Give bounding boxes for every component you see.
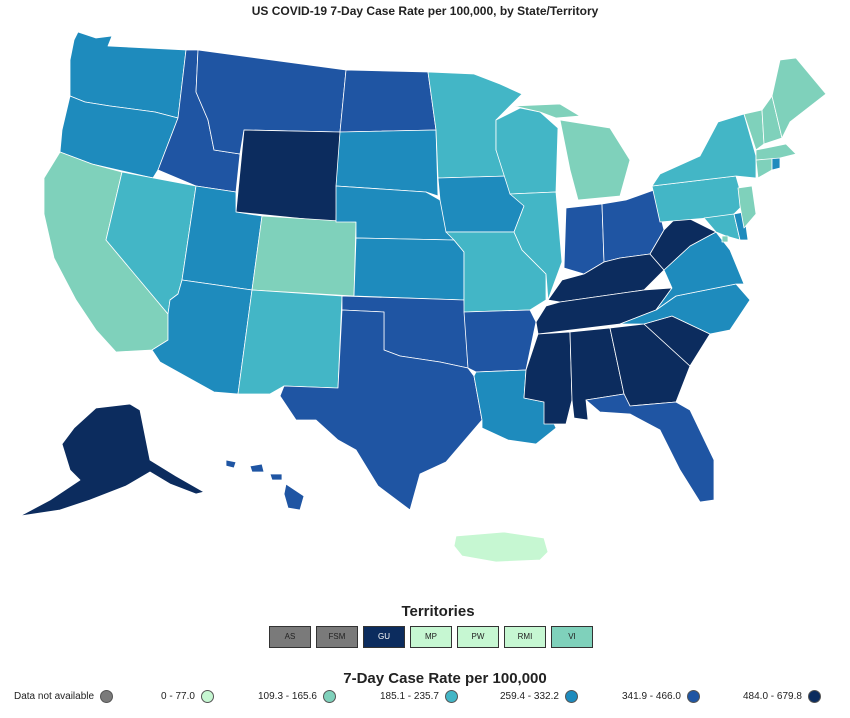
legend-label: 484.0 - 679.8 bbox=[743, 691, 802, 702]
state-AK[interactable] bbox=[19, 403, 205, 517]
state-DC[interactable] bbox=[721, 235, 729, 243]
legend-title: 7-Day Case Rate per 100,000 bbox=[343, 670, 547, 687]
state-AR[interactable] bbox=[463, 309, 537, 373]
state-MA[interactable] bbox=[755, 143, 797, 161]
state-MD[interactable] bbox=[703, 213, 741, 241]
us-map bbox=[19, 31, 827, 563]
territory-vi[interactable]: VI bbox=[551, 626, 593, 648]
state-IN[interactable] bbox=[563, 203, 605, 275]
legend-swatch bbox=[200, 690, 214, 703]
state-WI[interactable] bbox=[495, 107, 559, 195]
territory-rmi[interactable]: RMI bbox=[504, 626, 546, 648]
legend-item-1: 0 - 77.0 bbox=[161, 690, 214, 703]
state-KS[interactable] bbox=[353, 237, 465, 301]
legend-swatch bbox=[686, 690, 700, 703]
legend-swatch bbox=[564, 690, 578, 703]
legend-item-na: Data not available bbox=[14, 690, 114, 703]
state-CO[interactable] bbox=[251, 215, 357, 297]
legend-swatch bbox=[444, 690, 458, 703]
territories-title: Territories bbox=[401, 603, 475, 620]
territory-pw[interactable]: PW bbox=[457, 626, 499, 648]
territory-mp[interactable]: MP bbox=[410, 626, 452, 648]
legend-label: 185.1 - 235.7 bbox=[380, 691, 439, 702]
legend-swatch bbox=[100, 690, 114, 703]
state-CT[interactable] bbox=[755, 157, 773, 179]
state-RI[interactable] bbox=[771, 157, 781, 171]
legend-label: Data not available bbox=[14, 691, 95, 702]
state-TX[interactable] bbox=[279, 309, 483, 511]
territories-row: AS FSM GU MP PW RMI VI bbox=[269, 626, 593, 648]
legend-swatch bbox=[322, 690, 336, 703]
state-NM[interactable] bbox=[237, 289, 343, 395]
map-title: US COVID-19 7-Day Case Rate per 100,000,… bbox=[251, 4, 599, 18]
state-NY[interactable] bbox=[651, 113, 757, 187]
state-ND[interactable] bbox=[339, 69, 437, 133]
state-ME[interactable] bbox=[771, 57, 827, 139]
legend-item-6: 484.0 - 679.8 bbox=[743, 690, 821, 703]
territory-as[interactable]: AS bbox=[269, 626, 311, 648]
state-MI[interactable] bbox=[513, 103, 631, 201]
legend: Data not available 0 - 77.0 109.3 - 165.… bbox=[0, 690, 850, 708]
state-SD[interactable] bbox=[335, 129, 439, 197]
legend-label: 259.4 - 332.2 bbox=[500, 691, 559, 702]
territory-fsm[interactable]: FSM bbox=[316, 626, 358, 648]
state-WV[interactable] bbox=[649, 213, 717, 271]
state-FL[interactable] bbox=[585, 393, 715, 503]
legend-label: 341.9 - 466.0 bbox=[622, 691, 681, 702]
legend-swatch bbox=[807, 690, 821, 703]
state-IL[interactable] bbox=[509, 191, 563, 301]
state-WY[interactable] bbox=[235, 129, 341, 223]
legend-label: 0 - 77.0 bbox=[161, 691, 195, 702]
state-HI[interactable] bbox=[225, 459, 305, 511]
legend-item-4: 259.4 - 332.2 bbox=[500, 690, 578, 703]
legend-item-5: 341.9 - 466.0 bbox=[622, 690, 700, 703]
state-NJ[interactable] bbox=[737, 185, 757, 229]
state-PR[interactable] bbox=[453, 531, 549, 563]
legend-item-2: 109.3 - 165.6 bbox=[258, 690, 336, 703]
legend-label: 109.3 - 165.6 bbox=[258, 691, 317, 702]
legend-item-3: 185.1 - 235.7 bbox=[380, 690, 458, 703]
territory-gu[interactable]: GU bbox=[363, 626, 405, 648]
